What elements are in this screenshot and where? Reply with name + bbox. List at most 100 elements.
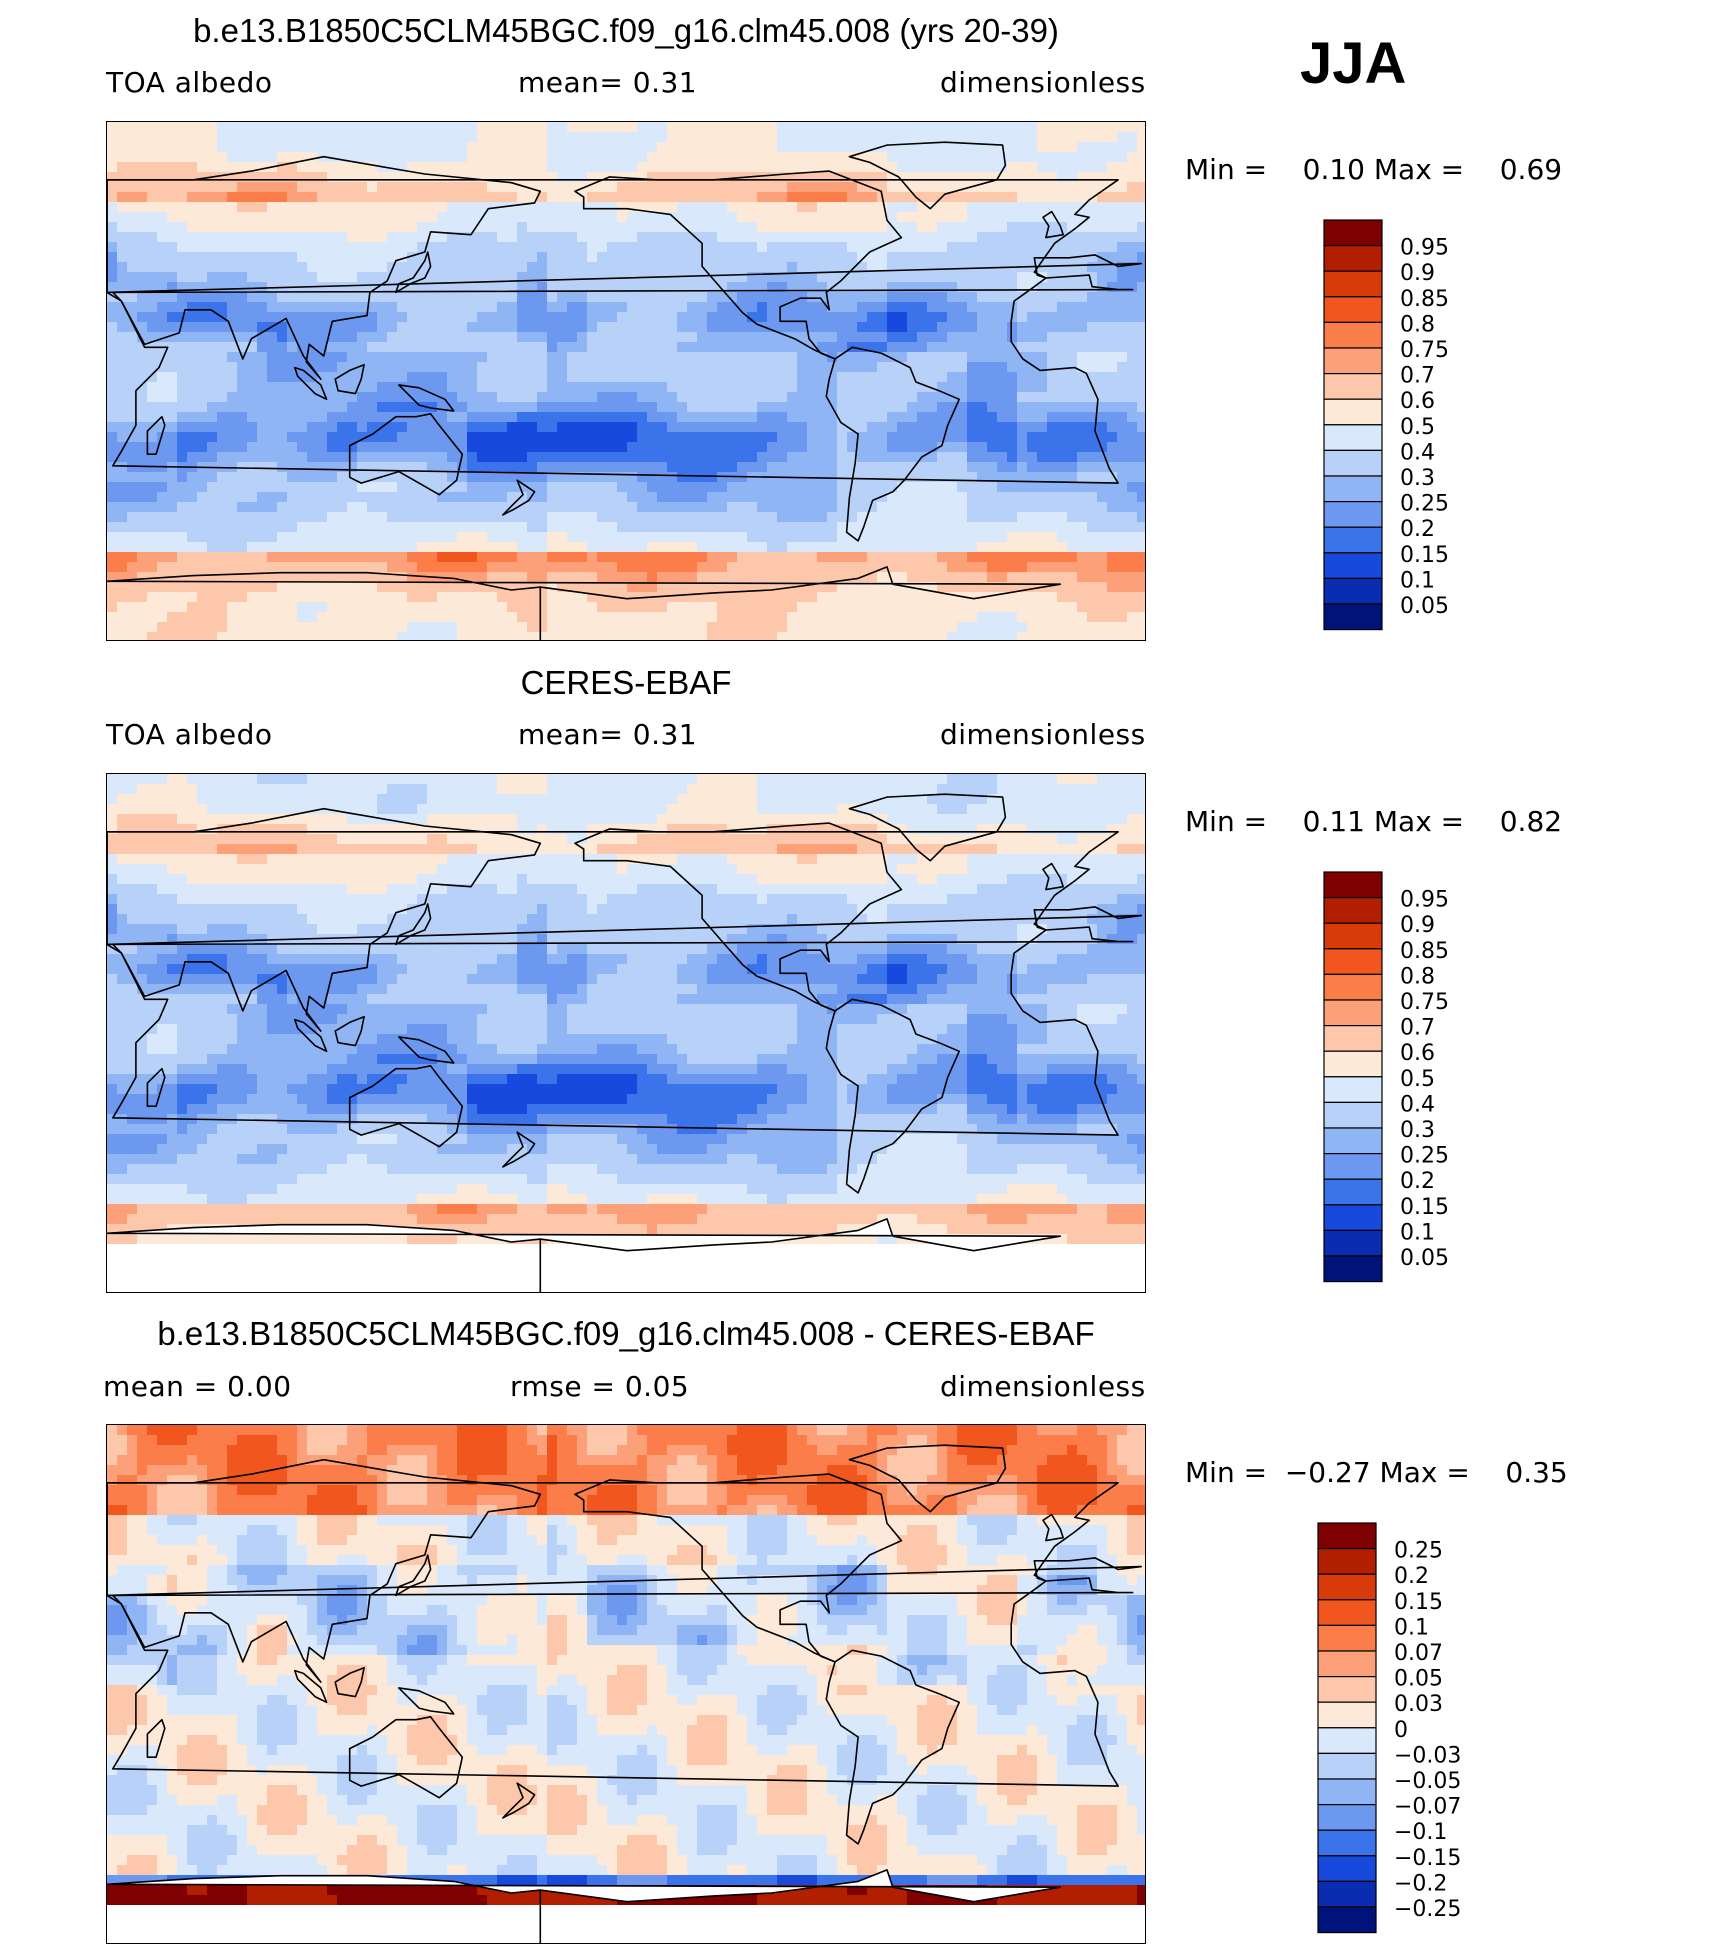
panel-1-colorbar-label: 0.95 — [1400, 236, 1449, 261]
panel-2-units-label: dimensionless — [940, 718, 1146, 751]
panel-2-map — [106, 773, 1146, 1293]
panel-3-map — [106, 1424, 1146, 1944]
panel-2-colorbar-box — [1323, 1076, 1383, 1104]
coastline-europe-west — [107, 179, 1142, 294]
panel-3-colorbar-box — [1317, 1855, 1377, 1882]
panel-2-colorbar-label: 0.15 — [1400, 1195, 1449, 1220]
panel-3-units-label: dimensionless — [940, 1370, 1146, 1403]
coastline-europe-west — [107, 1482, 1142, 1597]
panel-1-colorbar-box — [1323, 577, 1383, 605]
panel-2-minmax: Min = 0.11 Max = 0.82 — [1185, 805, 1563, 838]
panel-1-variable-label: TOA albedo — [106, 66, 273, 99]
coastline-new-zealand — [502, 479, 536, 516]
panel-3-colorbar-box — [1317, 1522, 1377, 1550]
coastline-madagascar — [146, 415, 166, 455]
coastline-australia — [348, 1716, 464, 1799]
coastline-new-guinea — [398, 1036, 455, 1064]
panel-3-colorbar-box — [1317, 1880, 1377, 1908]
coastline-madagascar — [146, 1718, 166, 1758]
panel-1-colorbar-label: 0.6 — [1400, 389, 1435, 414]
coastline-uk — [1042, 210, 1064, 239]
panel-3-colorbar-box — [1317, 1573, 1377, 1601]
panel-2-variable-label: TOA albedo — [106, 718, 273, 751]
panel-2-colorbar-label: 0.6 — [1400, 1041, 1435, 1066]
panel-2-colorbar-box — [1323, 1025, 1383, 1052]
coastline-north-america — [574, 822, 903, 1012]
panel-3-colorbar-label: −0.15 — [1394, 1846, 1461, 1871]
coastline-europe-west — [107, 831, 1142, 946]
panel-1-colorbar-box — [1323, 552, 1383, 579]
panel-3-colorbar-label: −0.1 — [1394, 1820, 1447, 1845]
panel-1-colorbar-label: 0.7 — [1400, 364, 1435, 389]
panel-3-colorbar: 0.25 0.2 0.15 0.1 0.07 0.05 0.03 0 −0.03 −0.05 −0.… — [1317, 1522, 1488, 1937]
coastline-antarctica — [107, 1869, 1062, 1943]
panel-1-colorbar-box — [1323, 245, 1383, 272]
panel-3-colorbar-box — [1317, 1778, 1377, 1806]
panel-1-colorbar-label: 0.8 — [1400, 312, 1435, 337]
panel-2-coastlines — [107, 793, 1142, 1292]
panel-2-colorbar-box — [1323, 1127, 1383, 1155]
panel-2-colorbar-label: 0.5 — [1400, 1067, 1435, 1092]
panel-3-colorbar-label: 0.2 — [1394, 1564, 1429, 1589]
panel-3-colorbar-label: −0.03 — [1394, 1743, 1461, 1768]
coastline-south-america — [825, 1649, 960, 1845]
panel-3-colorbar-box — [1317, 1701, 1377, 1729]
coastline-japan — [395, 903, 432, 946]
panel-2-colorbar-box — [1323, 999, 1383, 1027]
coastline-europe-asia-east — [107, 155, 542, 380]
panel-1-colorbar-box — [1323, 296, 1383, 324]
panel-3-colorbar-label: 0.1 — [1394, 1615, 1429, 1640]
panel-1-colorbar-box — [1323, 398, 1383, 426]
coastline-south-america — [825, 998, 960, 1194]
coastline-south-america — [825, 346, 960, 542]
panel-3-colorbar-box — [1317, 1599, 1377, 1627]
coastline-africa — [112, 1577, 1134, 1787]
coastline-sumatra — [294, 1018, 328, 1053]
panel-1-field — [107, 122, 1145, 640]
panel-3-colorbar-box — [1317, 1752, 1377, 1780]
coastline-borneo — [334, 1015, 365, 1047]
coastline-japan — [395, 251, 432, 294]
panel-3-colorbar-label: 0.15 — [1394, 1590, 1443, 1615]
panel-3-colorbar-box — [1317, 1624, 1377, 1652]
panel-1-colorbar: 0.95 0.9 0.85 0.8 0.75 0.7 0.6 0.5 0.4 0.3 0.25 0.2… — [1323, 219, 1494, 634]
panel-2-colorbar-label: 0.85 — [1400, 939, 1449, 964]
panel-1-colorbar-box — [1323, 373, 1383, 400]
panel-2-colorbar-box — [1323, 1178, 1383, 1206]
panel-1-colorbar-label: 0.9 — [1400, 261, 1435, 286]
panel-2-colorbar-label: 0.2 — [1400, 1169, 1435, 1194]
coastline-borneo — [334, 363, 365, 395]
panel-2-colorbar-box — [1323, 948, 1383, 976]
panel-1-colorbar-label: 0.3 — [1400, 466, 1435, 491]
panel-3-colorbar-label: −0.25 — [1394, 1897, 1461, 1922]
panel-2-mean-label: mean= 0.31 — [518, 718, 698, 751]
panel-1-mean-label: mean= 0.31 — [518, 66, 698, 99]
panel-3-colorbar-box — [1317, 1906, 1377, 1934]
panel-3-field — [107, 1425, 1145, 1943]
panel-3-rmse-label: rmse = 0.05 — [510, 1370, 690, 1403]
coastline-new-guinea — [398, 1687, 455, 1715]
panel-3-colorbar-label: 0.05 — [1394, 1667, 1443, 1692]
panel-3-colorbar-label: 0.25 — [1394, 1539, 1443, 1564]
panel-2-colorbar-box — [1323, 897, 1383, 924]
panel-3-title: b.e13.B1850C5CLM45BGC.f09_g16.clm45.008 … — [157, 1315, 1095, 1352]
panel-2-title: CERES-EBAF — [520, 664, 732, 701]
panel-1-colorbar-box — [1323, 424, 1383, 452]
coastline-borneo — [334, 1666, 365, 1698]
panel-2-colorbar-label: 0.9 — [1400, 913, 1435, 938]
panel-2-colorbar-label: 0.8 — [1400, 964, 1435, 989]
coastline-australia — [348, 1065, 464, 1148]
panel-2-colorbar-box — [1323, 973, 1383, 1001]
coastline-africa — [112, 926, 1134, 1136]
panel-3-minmax: Min = −0.27 Max = 0.35 — [1185, 1456, 1568, 1489]
panel-1-colorbar-box — [1323, 526, 1383, 554]
coastline-uk — [1042, 862, 1064, 891]
panel-1-units-label: dimensionless — [940, 66, 1146, 99]
panel-3-colorbar-label: −0.05 — [1394, 1769, 1461, 1794]
coastline-greenland — [848, 141, 1007, 210]
panel-2-colorbar-label: 0.75 — [1400, 990, 1449, 1015]
coastline-new-zealand — [502, 1782, 536, 1819]
coastline-madagascar — [146, 1067, 166, 1107]
panel-3-colorbar-box — [1317, 1829, 1377, 1857]
coastline-antarctica — [107, 566, 1062, 640]
